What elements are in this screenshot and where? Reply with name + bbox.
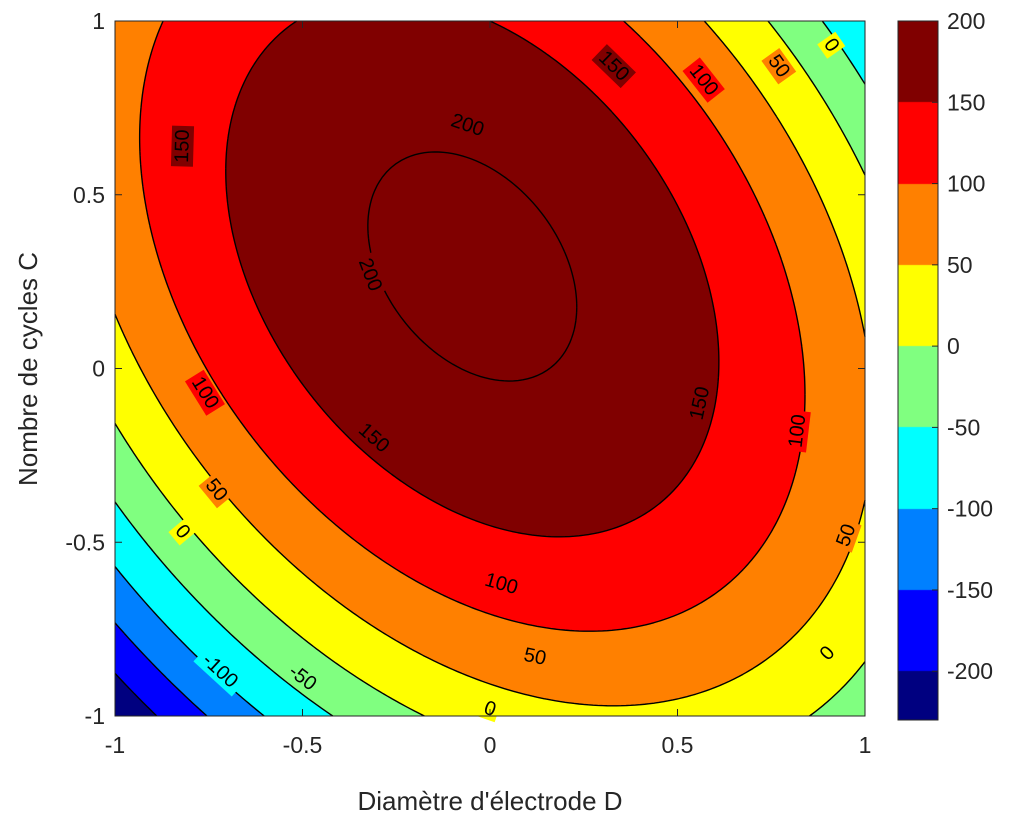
colorbar-tick-label: 100 xyxy=(947,171,985,197)
contour-label-group: -100 xyxy=(193,645,247,697)
x-tick-label: 0.5 xyxy=(662,732,694,758)
contour-label-group: 0 xyxy=(813,639,842,668)
contour-label-background xyxy=(591,44,636,89)
contour-label-background xyxy=(784,409,811,453)
contour-label-background xyxy=(518,643,552,671)
contour-label-background xyxy=(279,656,326,699)
x-tick-label: 0 xyxy=(484,732,497,758)
contour-label-background xyxy=(170,125,195,167)
contour-label-group: 50 xyxy=(831,517,862,553)
filled-contour-image xyxy=(115,21,865,716)
x-tick-label: -0.5 xyxy=(283,732,323,758)
contour-label-background xyxy=(168,517,197,546)
contour-label-background xyxy=(352,251,388,298)
contour-label-background xyxy=(813,639,842,668)
contour-label-background xyxy=(351,416,397,460)
colorbar-ticks: 200 150 100 50 0 -50 -100 -150 -200 xyxy=(932,8,993,684)
colorbar-tick-label: 50 xyxy=(947,252,973,278)
contour-label-background xyxy=(684,381,716,426)
colorbar-tick-label: 150 xyxy=(947,89,985,115)
x-tick-label: -1 xyxy=(105,732,125,758)
contour-label-background xyxy=(817,31,846,59)
contour-label-background xyxy=(682,57,725,103)
contour-label-group: 0 xyxy=(817,31,846,59)
y-tick-label: 0 xyxy=(92,356,105,382)
colorbar: 200 150 100 50 0 -50 -100 -150 -200 xyxy=(897,8,993,721)
colorbar-tick-label: 200 xyxy=(947,8,985,34)
contour-label-background xyxy=(761,48,797,85)
contour-label-background xyxy=(831,517,862,553)
contour-label-group: 0 xyxy=(168,517,197,546)
y-axis-label: Nombre de cycles C xyxy=(13,252,43,486)
contour-label-background xyxy=(478,567,524,601)
contour-label-background xyxy=(444,108,491,143)
x-tick-label: 1 xyxy=(859,732,872,758)
colorbar-tick-label: -50 xyxy=(947,414,980,440)
contour-label-background xyxy=(184,369,225,416)
y-tick-label: 1 xyxy=(92,8,105,34)
x-axis-label: Diamètre d'électrode D xyxy=(357,786,622,814)
colorbar-tick-label: -150 xyxy=(947,577,993,603)
y-tick-label: 0.5 xyxy=(73,182,105,208)
contour-label: 100 xyxy=(785,413,811,449)
colorbar-tick-label: -100 xyxy=(947,496,993,522)
contour-label-group: 150 xyxy=(170,125,195,167)
contour-label-group: 100 xyxy=(784,409,811,453)
colorbar-tick-label: -200 xyxy=(947,658,993,684)
y-tick-label: -0.5 xyxy=(65,529,105,555)
colorbar-tick-label: 0 xyxy=(947,333,960,359)
colorbar-gradient xyxy=(898,21,938,720)
y-tick-label: -1 xyxy=(85,703,105,729)
y-axis: -1 -0.5 0 0.5 1 xyxy=(65,8,865,729)
contour-label: 50 xyxy=(522,644,548,670)
plot-area: 2002001501501501501001001001005050505000… xyxy=(114,20,866,723)
x-axis: -1 -0.5 0 0.5 1 xyxy=(105,21,872,758)
colorbar-frame xyxy=(897,20,939,721)
contour-label-background xyxy=(198,471,234,509)
contour-label-background xyxy=(193,645,247,697)
contour-label-group: 50 xyxy=(518,643,552,671)
contour-label: 150 xyxy=(171,129,194,163)
